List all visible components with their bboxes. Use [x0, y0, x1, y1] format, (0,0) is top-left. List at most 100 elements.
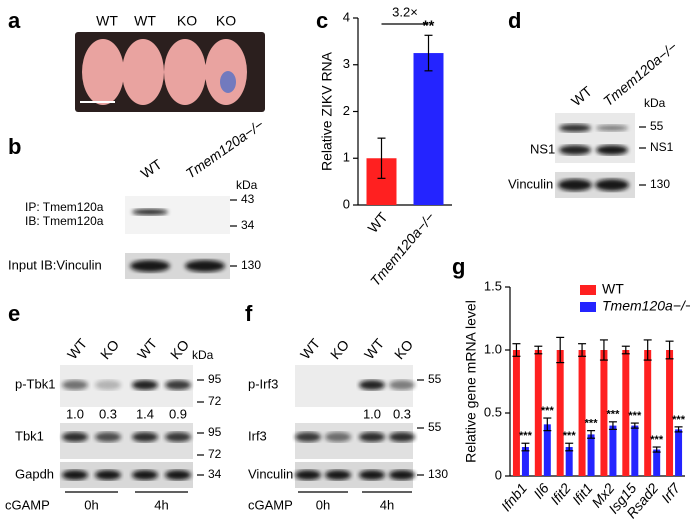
- blot-band: [132, 209, 168, 215]
- significance: ***: [541, 405, 555, 417]
- lane-label: WT: [138, 156, 165, 182]
- bar: [609, 425, 617, 476]
- blot: [125, 196, 230, 234]
- marker-label: 55: [428, 372, 442, 386]
- blot-band: [325, 432, 351, 442]
- label: cGAMP: [5, 497, 50, 512]
- legend-label: Tmem120a−/−: [602, 298, 690, 314]
- marker-label: 43: [241, 192, 255, 206]
- lane-label: WT: [96, 13, 118, 29]
- significance: ***: [607, 409, 621, 421]
- y-tick-label: 1: [343, 150, 350, 165]
- unit-label: kDa: [236, 178, 258, 192]
- panel-letter: b: [8, 134, 21, 159]
- blot-band: [95, 380, 121, 390]
- blot: [555, 113, 635, 163]
- blot-band: [62, 380, 88, 390]
- blot-band: [559, 124, 591, 132]
- x-tick-label: WT: [364, 209, 391, 236]
- bar: [666, 350, 674, 476]
- blot-band: [185, 260, 225, 272]
- label: Input IB:Vinculin: [8, 257, 102, 272]
- marker-label: 130: [650, 177, 670, 191]
- y-tick-label: 2: [343, 103, 350, 118]
- embryo-mark: [220, 71, 236, 93]
- label: Gapdh: [15, 466, 54, 481]
- bar: [565, 447, 573, 476]
- y-tick-label: 0: [343, 196, 350, 211]
- y-tick-label: 0.5: [484, 404, 502, 419]
- legend-swatch: [580, 302, 596, 312]
- bar: [587, 434, 595, 476]
- embryo: [122, 39, 164, 105]
- significance: ***: [519, 430, 533, 442]
- x-tick-label: Irf7: [658, 479, 684, 506]
- marker-label: 55: [428, 420, 442, 434]
- blot-band: [559, 145, 591, 155]
- marker-label: 95: [208, 372, 222, 386]
- bar: [600, 350, 608, 476]
- significance: ***: [585, 418, 599, 430]
- marker-label: 55: [650, 119, 664, 133]
- blot-band: [389, 432, 415, 442]
- significance: ***: [628, 410, 642, 422]
- lane-label: KO: [167, 336, 192, 362]
- y-tick-label: 4: [343, 9, 350, 24]
- blot-band: [359, 470, 385, 480]
- blot-band: [132, 470, 158, 480]
- bar: [512, 350, 520, 476]
- blot-band: [95, 432, 121, 442]
- quant-label: 1.0: [66, 406, 84, 421]
- blot-band: [132, 380, 158, 390]
- lane-label: WT: [361, 335, 388, 362]
- panel-letter: g: [452, 254, 465, 279]
- label: 0h: [84, 497, 98, 512]
- panel-letter: e: [8, 301, 20, 326]
- label: Vinculin: [248, 466, 293, 481]
- y-tick-label: 1.5: [484, 278, 502, 293]
- label: IP: Tmem120a: [25, 200, 104, 214]
- marker-label: 34: [241, 218, 255, 232]
- bar: [653, 449, 661, 476]
- blot-band: [295, 432, 321, 442]
- bar: [521, 447, 529, 476]
- x-tick-label: Ifnb1: [498, 480, 530, 514]
- marker-label: 72: [208, 447, 222, 461]
- quant-label: 1.4: [136, 406, 154, 421]
- blot-band: [62, 432, 88, 442]
- panel-letter: f: [245, 301, 253, 326]
- marker-label: 72: [208, 394, 222, 408]
- bar: [413, 53, 444, 205]
- lane-label: KO: [216, 13, 236, 29]
- lane-label: WT: [134, 335, 161, 362]
- blot-band: [596, 145, 628, 155]
- bar: [622, 350, 630, 476]
- bar: [556, 350, 564, 476]
- label: cGAMP: [248, 497, 293, 512]
- label: 0h: [316, 497, 330, 512]
- blot-band: [595, 179, 629, 191]
- quant-label: 0.3: [393, 406, 411, 421]
- panel-letter: c: [316, 8, 328, 33]
- y-tick-label: 1.0: [484, 341, 502, 356]
- lane-label: KO: [327, 336, 352, 362]
- lane-label: Tmem120a−/−: [183, 116, 267, 181]
- blot-band: [295, 470, 321, 480]
- significance: ***: [563, 430, 577, 442]
- embryo: [82, 39, 124, 105]
- label: Irf3: [248, 428, 267, 443]
- y-tick-label: 0: [495, 467, 502, 482]
- label: Vinculin: [508, 176, 553, 191]
- embryo: [164, 39, 206, 105]
- panel-letter: d: [508, 8, 521, 33]
- lane-label: KO: [97, 336, 122, 362]
- quant-label: 1.0: [363, 406, 381, 421]
- label: IB: Tmem120a: [25, 214, 104, 228]
- bar: [644, 350, 652, 476]
- quant-label: 0.3: [99, 406, 117, 421]
- lane-label: WT: [568, 83, 595, 110]
- quant-label: 0.9: [169, 406, 187, 421]
- significance: ***: [650, 434, 664, 446]
- blot-band: [389, 470, 415, 480]
